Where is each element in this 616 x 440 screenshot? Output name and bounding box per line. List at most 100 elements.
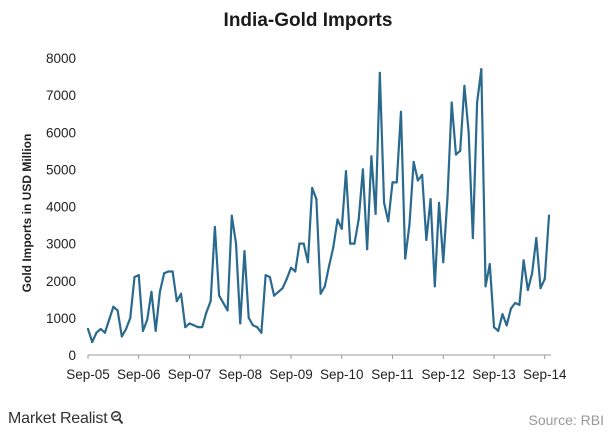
data-point bbox=[433, 285, 436, 288]
data-point bbox=[86, 327, 90, 331]
data-point bbox=[116, 309, 119, 312]
data-point bbox=[421, 173, 424, 177]
data-point bbox=[311, 186, 314, 190]
data-point bbox=[167, 270, 170, 273]
data-point bbox=[480, 68, 483, 71]
data-point bbox=[103, 331, 107, 334]
data-point bbox=[467, 131, 470, 134]
data-point bbox=[264, 274, 267, 277]
data-point bbox=[522, 259, 525, 262]
data-point bbox=[378, 71, 381, 74]
x-tick-label: Sep-06 bbox=[117, 367, 161, 382]
data-point bbox=[505, 324, 508, 327]
data-point bbox=[450, 101, 453, 104]
data-point bbox=[154, 329, 157, 332]
data-point bbox=[205, 311, 208, 314]
x-tick-label: Sep-08 bbox=[218, 367, 262, 382]
x-tick-label: Sep-10 bbox=[320, 367, 364, 382]
series-line-gold-imports bbox=[86, 68, 551, 344]
x-tick-label: Sep-05 bbox=[66, 367, 110, 382]
data-point bbox=[408, 223, 411, 227]
y-tick-label: 7000 bbox=[46, 88, 76, 103]
data-point bbox=[294, 270, 297, 273]
data-point bbox=[412, 160, 415, 164]
data-point bbox=[315, 197, 318, 201]
data-point bbox=[501, 313, 504, 316]
data-point bbox=[476, 101, 479, 104]
data-point bbox=[471, 236, 474, 240]
x-tick-label: Sep-11 bbox=[371, 367, 414, 382]
data-point bbox=[179, 292, 183, 295]
data-point bbox=[230, 214, 233, 217]
data-point bbox=[108, 318, 111, 321]
data-point bbox=[146, 318, 149, 321]
data-point bbox=[463, 84, 466, 87]
data-point bbox=[340, 227, 343, 230]
data-point bbox=[298, 242, 301, 245]
x-tick-label: Sep-07 bbox=[168, 367, 212, 382]
data-point bbox=[509, 307, 513, 310]
data-point bbox=[488, 262, 491, 266]
data-point bbox=[374, 212, 377, 216]
data-point bbox=[437, 201, 441, 204]
data-point bbox=[323, 285, 326, 288]
data-point bbox=[395, 181, 398, 184]
data-point bbox=[188, 322, 191, 325]
data-point bbox=[416, 179, 419, 182]
data-point bbox=[112, 305, 115, 308]
data-point bbox=[530, 272, 534, 275]
data-point bbox=[124, 327, 128, 331]
data-point bbox=[514, 301, 517, 305]
data-point bbox=[163, 272, 166, 275]
x-axis-ticks: Sep-05 Sep-06 Sep-07 Sep-08 Sep-09 Sep-10 Sep-… bbox=[66, 355, 567, 382]
data-point bbox=[425, 238, 428, 242]
data-point bbox=[171, 270, 174, 273]
data-point bbox=[535, 236, 538, 240]
data-point bbox=[459, 149, 462, 152]
data-point bbox=[218, 294, 221, 297]
data-point bbox=[256, 326, 259, 329]
data-point bbox=[332, 246, 335, 249]
y-tick-label: 2000 bbox=[46, 274, 76, 289]
y-tick-label: 8000 bbox=[46, 51, 76, 66]
data-point bbox=[353, 242, 356, 245]
data-point bbox=[137, 274, 140, 277]
data-point bbox=[141, 329, 145, 332]
y-tick-label: 0 bbox=[68, 348, 76, 363]
y-tick-label: 1000 bbox=[46, 311, 76, 326]
data-point bbox=[404, 257, 407, 260]
data-point bbox=[361, 168, 365, 171]
data-point bbox=[302, 242, 305, 245]
data-point bbox=[192, 324, 195, 327]
data-point bbox=[306, 261, 310, 264]
data-point bbox=[234, 242, 238, 245]
data-point bbox=[492, 326, 496, 329]
data-point bbox=[319, 292, 322, 295]
data-point bbox=[260, 331, 263, 334]
x-tick-label: Sep-09 bbox=[269, 367, 313, 382]
data-point bbox=[150, 290, 153, 293]
x-tick-label: Sep-13 bbox=[472, 367, 516, 382]
magnifier-icon bbox=[109, 410, 125, 431]
y-tick-label: 4000 bbox=[46, 200, 76, 215]
data-point bbox=[285, 277, 288, 280]
data-point bbox=[99, 327, 102, 331]
data-point bbox=[357, 218, 360, 221]
data-point bbox=[289, 266, 293, 269]
source-note: Source: RBI bbox=[528, 412, 604, 428]
data-point bbox=[497, 329, 500, 332]
data-point bbox=[281, 287, 284, 290]
data-point bbox=[95, 331, 98, 334]
data-point bbox=[209, 300, 212, 303]
data-point bbox=[399, 110, 403, 113]
data-point bbox=[442, 261, 445, 264]
data-point bbox=[344, 170, 348, 173]
data-point bbox=[446, 196, 449, 199]
data-point bbox=[518, 303, 521, 306]
data-point bbox=[268, 275, 271, 279]
series-layer bbox=[86, 68, 551, 344]
data-point bbox=[547, 214, 551, 217]
y-tick-label: 5000 bbox=[46, 162, 76, 177]
y-tick-label: 3000 bbox=[46, 237, 76, 252]
